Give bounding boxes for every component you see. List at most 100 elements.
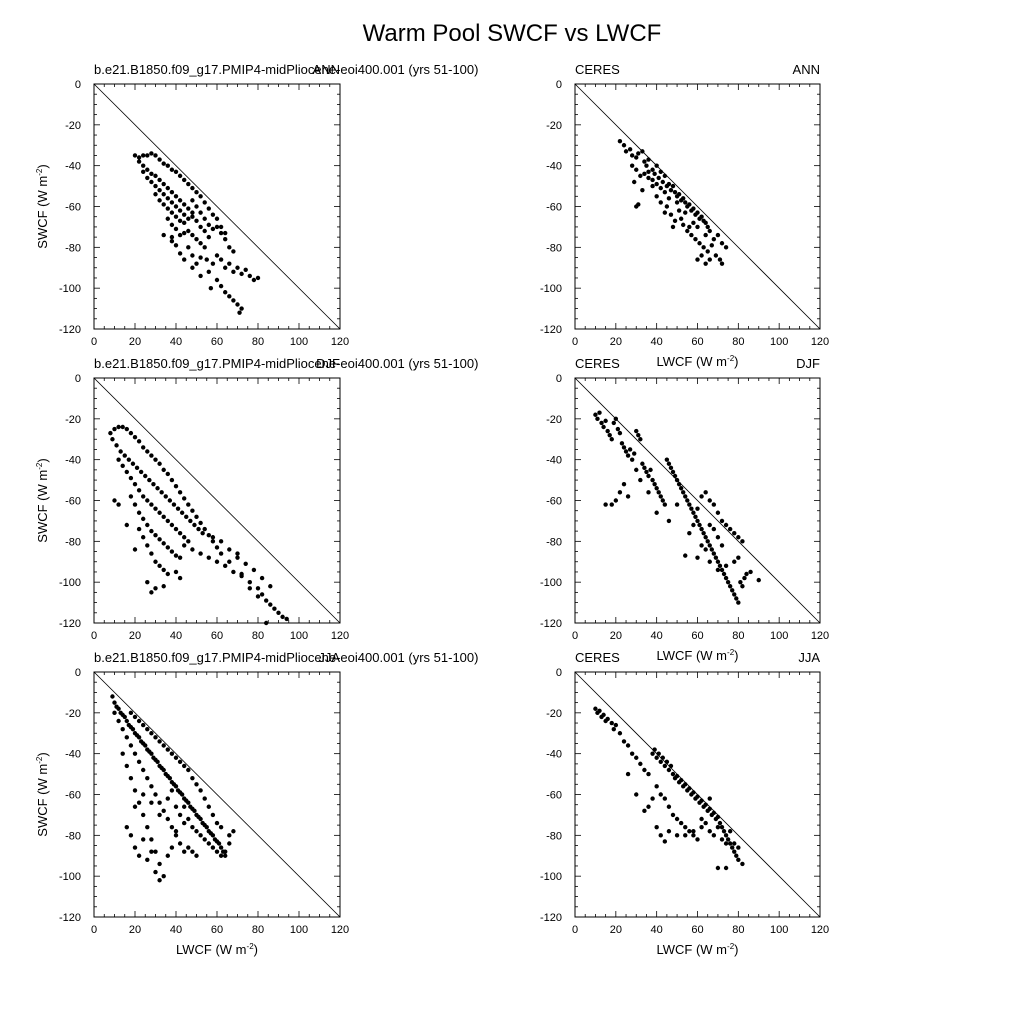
- data-point: [660, 179, 665, 185]
- x-tick-label: 40: [651, 336, 663, 348]
- data-point: [227, 833, 232, 838]
- data-point: [603, 418, 608, 424]
- data-point: [689, 232, 694, 238]
- data-point: [136, 735, 142, 740]
- data-point: [703, 535, 708, 540]
- data-point: [634, 155, 639, 160]
- data-point: [161, 808, 166, 814]
- data-point: [136, 488, 142, 493]
- x-tick-label: 80: [732, 336, 744, 348]
- data-point: [636, 432, 641, 438]
- data-point: [646, 771, 651, 777]
- data-point: [169, 477, 175, 483]
- data-point: [727, 584, 733, 589]
- data-point: [707, 796, 712, 801]
- data-point: [685, 228, 690, 234]
- data-point: [128, 475, 134, 481]
- data-point: [648, 467, 653, 473]
- x-tick-label: 0: [91, 630, 97, 642]
- data-point: [155, 759, 160, 765]
- data-point: [650, 167, 655, 172]
- data-point: [247, 579, 252, 585]
- data-point: [204, 824, 209, 830]
- data-point: [652, 171, 657, 177]
- data-point: [198, 273, 203, 279]
- x-tick-label: 20: [610, 336, 622, 348]
- data-point: [625, 771, 631, 777]
- panel-left-title: CERES: [575, 650, 620, 665]
- data-point: [190, 185, 195, 191]
- data-point: [654, 784, 659, 789]
- data-point: [693, 236, 698, 242]
- data-point: [695, 224, 700, 230]
- data-point: [173, 169, 179, 174]
- data-point: [674, 773, 680, 779]
- data-point: [756, 577, 761, 583]
- data-point: [190, 198, 195, 203]
- data-point: [699, 214, 704, 219]
- data-point: [666, 181, 672, 187]
- data-point: [161, 192, 166, 197]
- data-point: [173, 526, 179, 532]
- data-point: [161, 584, 166, 589]
- data-point: [621, 143, 627, 148]
- data-point: [182, 535, 187, 540]
- data-point: [128, 494, 134, 499]
- data-point: [625, 494, 631, 499]
- data-point: [214, 545, 220, 550]
- data-point: [703, 547, 708, 552]
- data-point: [666, 518, 672, 524]
- data-point: [734, 853, 739, 858]
- data-point: [695, 518, 700, 524]
- data-point: [715, 567, 721, 573]
- data-point: [223, 853, 228, 858]
- y-tick-label: -40: [546, 455, 562, 467]
- data-point: [711, 810, 717, 816]
- data-point: [695, 506, 700, 511]
- data-point: [177, 812, 183, 818]
- data-point: [627, 447, 633, 452]
- data-point: [674, 502, 680, 507]
- data-point: [715, 824, 721, 830]
- data-point: [646, 169, 651, 174]
- data-point: [654, 510, 659, 515]
- data-point: [169, 845, 175, 850]
- data-point: [132, 788, 138, 793]
- data-point: [672, 218, 678, 223]
- data-point: [676, 208, 682, 213]
- data-point: [605, 716, 610, 722]
- x-tick-label: 60: [691, 336, 703, 348]
- x-tick-label: 120: [811, 336, 829, 348]
- y-tick-label: -80: [65, 242, 81, 254]
- data-point: [143, 743, 148, 748]
- data-point: [145, 857, 150, 863]
- data-point: [609, 720, 614, 726]
- data-point: [650, 477, 655, 483]
- data-point: [668, 212, 674, 217]
- x-axis-label: LWCF (W m-2): [657, 648, 739, 663]
- data-point: [664, 759, 670, 765]
- data-point: [136, 718, 142, 724]
- y-tick-label: -100: [540, 871, 562, 883]
- data-point: [719, 518, 725, 524]
- data-point: [206, 804, 211, 809]
- data-point: [736, 555, 741, 560]
- data-point: [149, 590, 154, 595]
- data-point: [169, 222, 175, 228]
- y-tick-label: -100: [540, 577, 562, 589]
- data-point: [687, 786, 692, 791]
- data-point: [194, 514, 199, 520]
- data-point: [124, 469, 129, 475]
- data-point: [206, 555, 211, 560]
- data-point: [227, 547, 232, 552]
- x-tick-label: 20: [610, 630, 622, 642]
- x-tick-label: 40: [651, 630, 663, 642]
- data-point: [223, 265, 228, 270]
- data-point: [654, 181, 659, 187]
- data-point: [223, 236, 228, 242]
- data-point: [149, 171, 154, 177]
- data-point: [206, 206, 211, 211]
- data-point: [202, 837, 207, 842]
- data-point: [683, 782, 688, 787]
- x-tick-label: 120: [331, 924, 349, 936]
